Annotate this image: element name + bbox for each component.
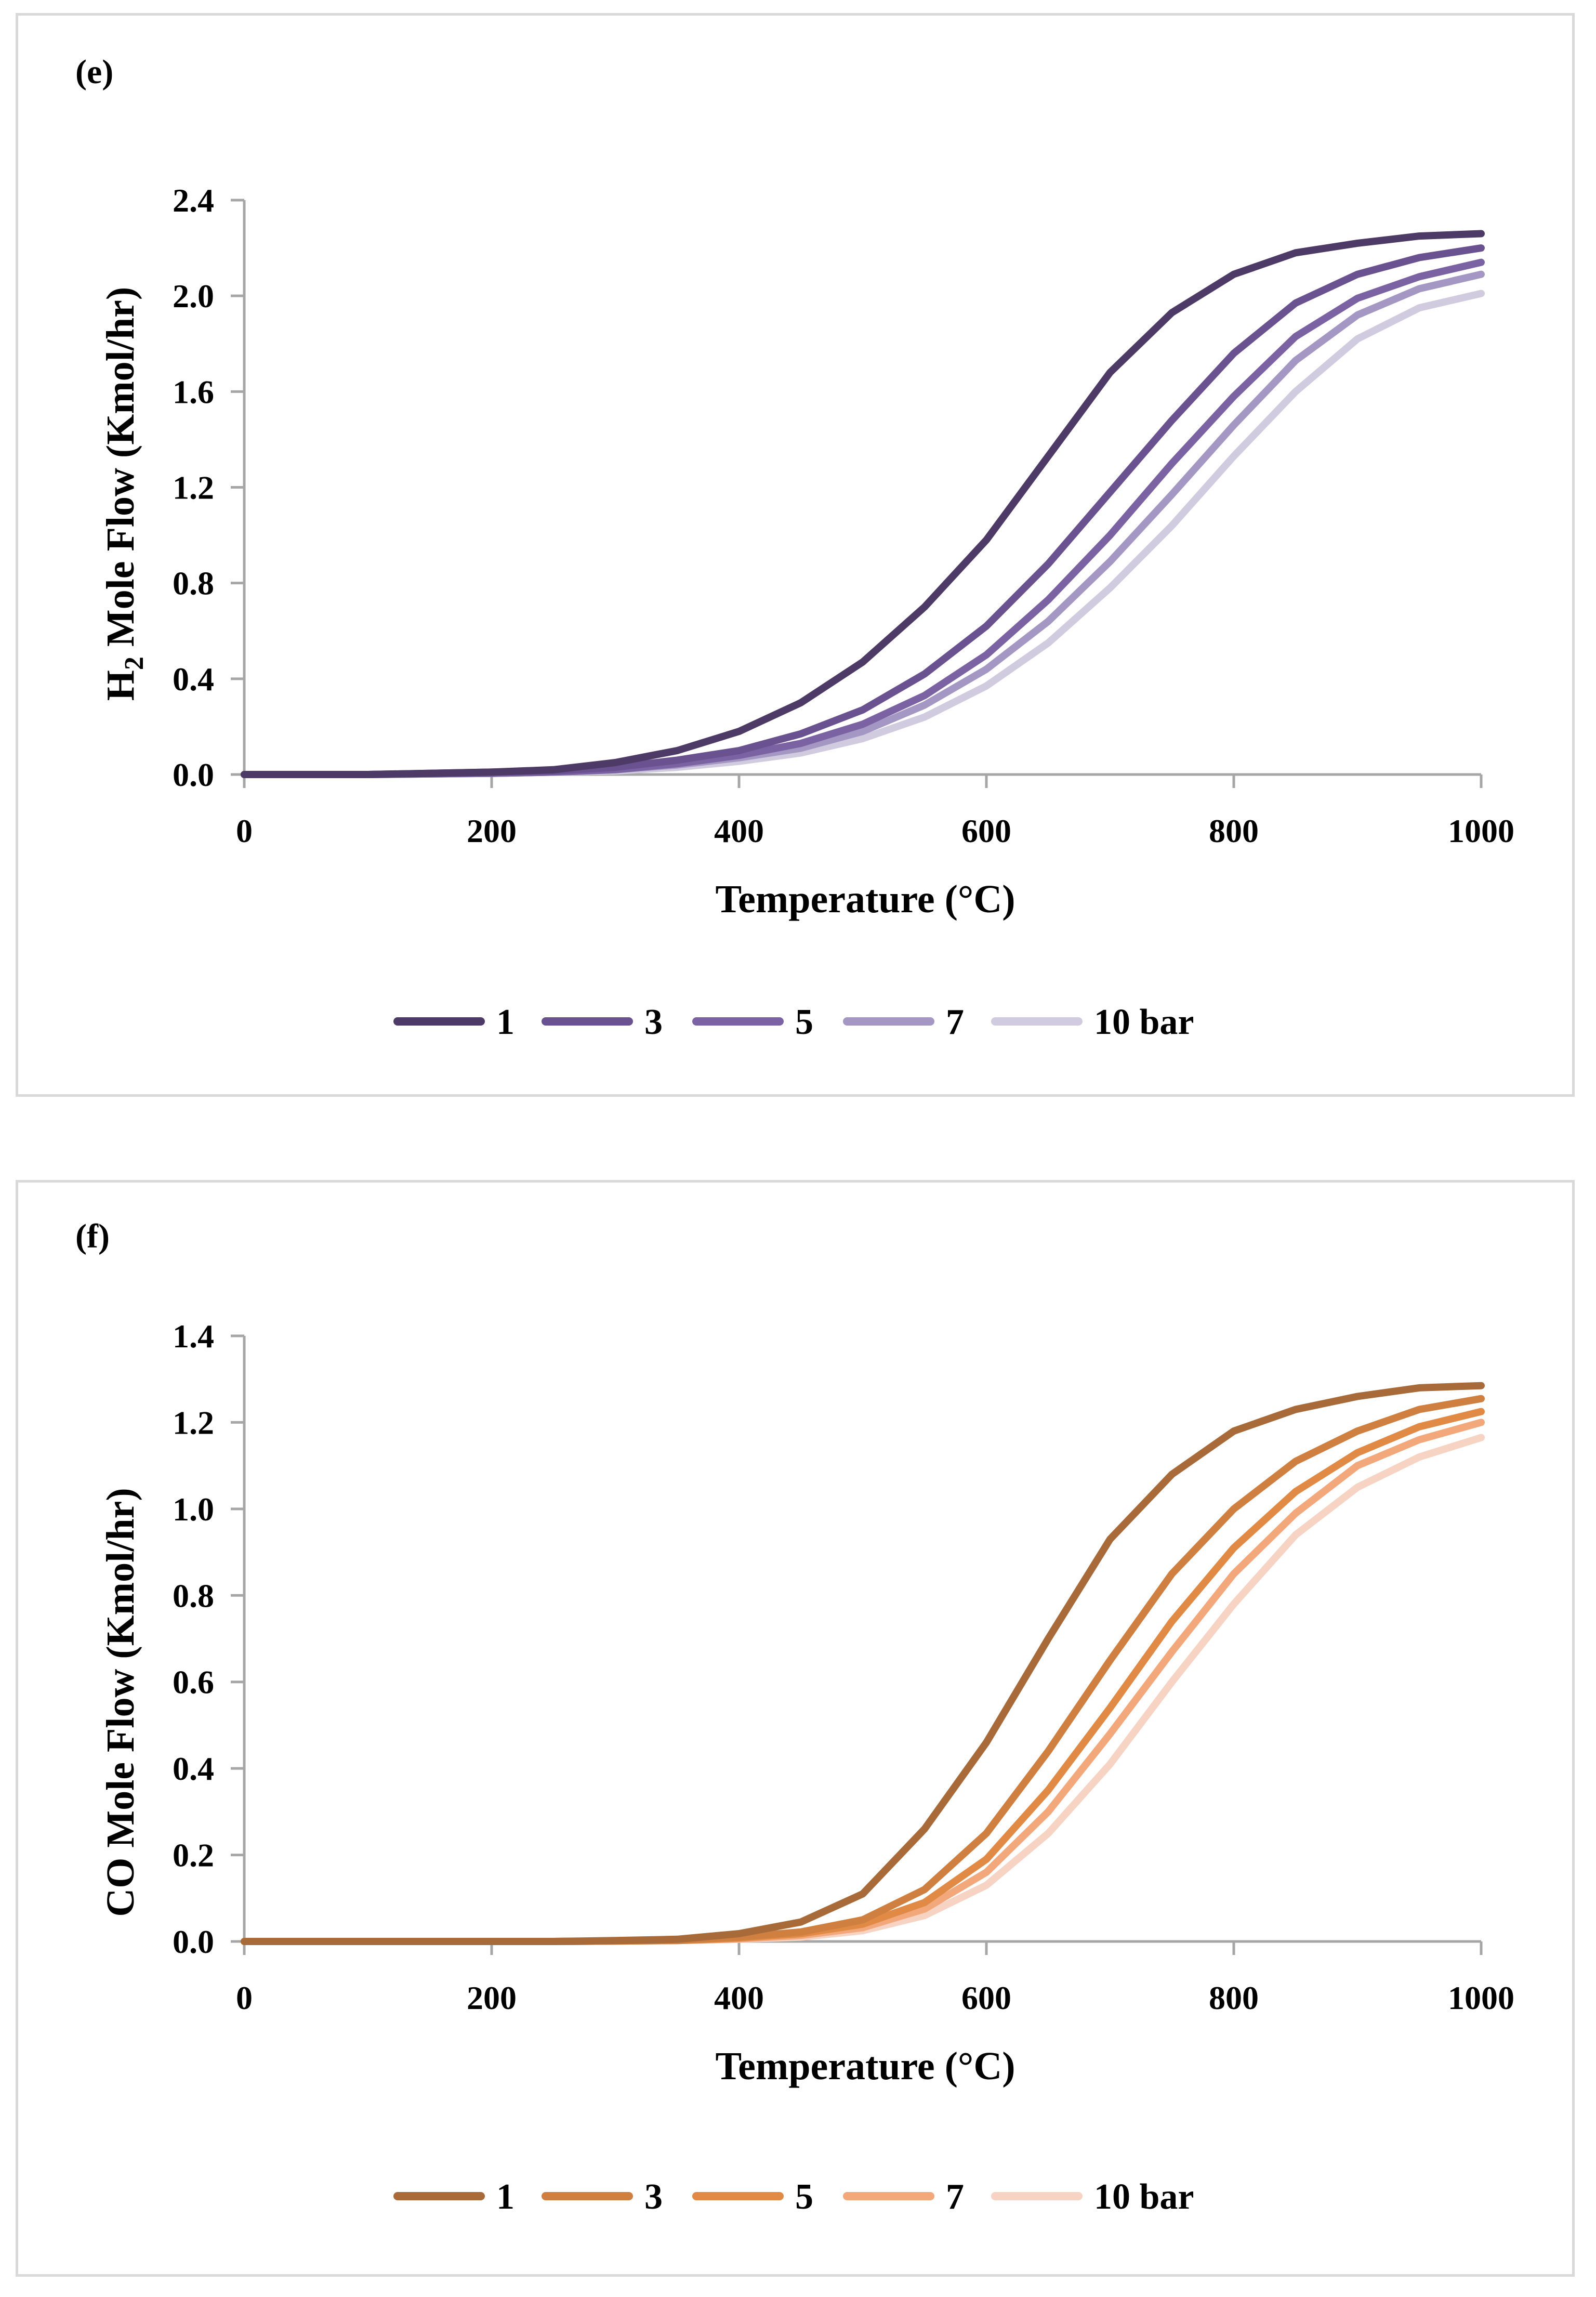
x-tick-label: 600 xyxy=(961,1979,1011,2016)
y-tick-label: 0.4 xyxy=(173,1750,214,1787)
y-tick-label: 1.2 xyxy=(173,469,214,506)
y-tick-label: 0.8 xyxy=(173,565,214,602)
y-tick-label: 1.2 xyxy=(173,1404,214,1441)
chart-panel-e: (e) H2 Mole Flow (Kmol/hr) Temperature (… xyxy=(16,13,1575,1097)
series-line-1 xyxy=(241,1382,1485,1945)
x-tick-label: 400 xyxy=(714,812,764,849)
chart-panel-f: (f) CO Mole Flow (Kmol/hr) Temperature (… xyxy=(16,1180,1575,2277)
x-axis-title: Temperature (°C) xyxy=(715,2044,1015,2088)
legend-label: 10 bar xyxy=(1094,2177,1194,2217)
y-tick-label: 1.0 xyxy=(173,1491,214,1528)
x-tick-label: 400 xyxy=(714,1979,764,2016)
y-axis-title: CO Mole Flow (Kmol/hr) xyxy=(99,1488,142,1917)
legend-label: 1 xyxy=(496,1002,515,1042)
legend-label: 7 xyxy=(946,1002,964,1042)
y-tick-label: 0.4 xyxy=(173,661,214,698)
series-line-5 xyxy=(241,258,1485,778)
x-tick-label: 600 xyxy=(961,812,1011,849)
co-chart: (f) CO Mole Flow (Kmol/hr) Temperature (… xyxy=(75,1217,1514,2217)
x-tick-label: 200 xyxy=(467,1979,517,2016)
y-tick-label: 1.6 xyxy=(173,373,214,410)
x-tick-label: 1000 xyxy=(1448,1979,1514,2016)
x-tick-label: 800 xyxy=(1209,812,1259,849)
legend-label: 7 xyxy=(946,2177,964,2217)
y-tick-label: 0.0 xyxy=(173,756,214,793)
y-tick-label: 0.8 xyxy=(173,1577,214,1614)
y-tick-label: 0.0 xyxy=(173,1923,214,1960)
y-tick-label: 2.4 xyxy=(173,182,214,219)
x-tick-label: 0 xyxy=(236,812,253,849)
x-tick-label: 1000 xyxy=(1448,812,1514,849)
x-tick-label: 200 xyxy=(467,812,517,849)
y-tick-label: 2.0 xyxy=(173,278,214,314)
legend-label: 3 xyxy=(644,1002,663,1042)
series-line-3 xyxy=(241,244,1485,778)
h2-chart: (e) H2 Mole Flow (Kmol/hr) Temperature (… xyxy=(75,53,1514,1042)
y-tick-label: 0.2 xyxy=(173,1837,214,1874)
y-tick-label: 1.4 xyxy=(173,1318,214,1355)
y-axis-title: H2 Mole Flow (Kmol/hr) xyxy=(99,287,149,701)
legend-label: 3 xyxy=(644,2177,663,2217)
series-line-7 xyxy=(241,270,1485,778)
x-axis-title: Temperature (°C) xyxy=(715,877,1015,921)
legend-label: 10 bar xyxy=(1094,1002,1194,1042)
series-line-3 xyxy=(241,1395,1485,1945)
series-line-7 xyxy=(241,1419,1485,1945)
panel-label: (e) xyxy=(75,53,113,91)
panel-label: (f) xyxy=(75,1217,110,1255)
series-line-5 xyxy=(241,1408,1485,1945)
x-tick-label: 0 xyxy=(236,1979,253,2016)
series-line-1 xyxy=(241,230,1485,778)
legend-label: 5 xyxy=(795,2177,813,2217)
x-tick-label: 800 xyxy=(1209,1979,1259,2016)
y-tick-label: 0.6 xyxy=(173,1664,214,1701)
legend-label: 5 xyxy=(795,1002,813,1042)
legend-label: 1 xyxy=(496,2177,515,2217)
